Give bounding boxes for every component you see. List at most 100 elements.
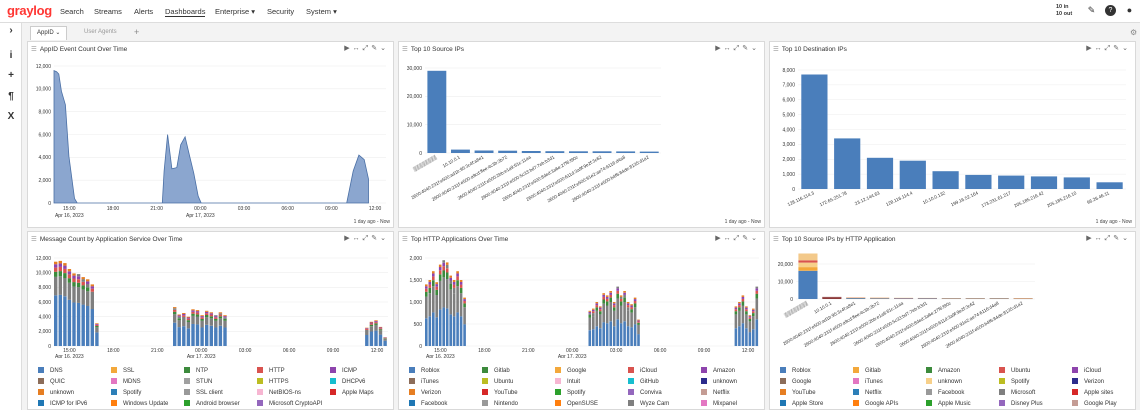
stacked-bar-segment[interactable] — [626, 310, 630, 327]
stacked-bar-segment[interactable] — [745, 311, 748, 315]
stacked-bar-segment[interactable] — [442, 277, 445, 308]
stacked-bar-segment[interactable] — [58, 271, 62, 277]
stacked-bar-segment[interactable] — [200, 315, 204, 317]
stacked-bar-segment[interactable] — [605, 301, 609, 306]
stacked-bar-segment[interactable] — [602, 322, 605, 346]
stacked-bar-segment[interactable] — [755, 293, 759, 299]
stacked-bar-segment[interactable] — [592, 313, 595, 317]
stacked-bar-segment[interactable] — [445, 262, 449, 265]
stacked-bar-segment[interactable] — [588, 313, 592, 316]
bar[interactable] — [474, 150, 494, 154]
stacked-bar-segment[interactable] — [209, 314, 213, 317]
legend-item[interactable]: SSL client — [184, 389, 223, 396]
stacked-bar-segment[interactable] — [182, 315, 186, 317]
stacked-bar-segment[interactable] — [894, 298, 914, 299]
stacked-bar-segment[interactable] — [186, 317, 191, 319]
stacked-bar-segment[interactable] — [463, 303, 466, 308]
stacked-bar-segment[interactable] — [456, 271, 459, 274]
stacked-bar-segment[interactable] — [623, 291, 626, 293]
expand-width-icon[interactable]: ↔ — [1094, 45, 1105, 52]
stacked-bar-segment[interactable] — [741, 305, 745, 324]
stacked-bar-segment[interactable] — [595, 326, 599, 346]
stacked-bar-segment[interactable] — [378, 330, 383, 335]
stacked-bar-segment[interactable] — [623, 294, 626, 298]
edit-icon[interactable]: ✎ — [1113, 45, 1123, 52]
stacked-bar-segment[interactable] — [637, 324, 640, 335]
stacked-bar-segment[interactable] — [612, 303, 616, 306]
drag-handle-icon[interactable]: ☰ — [402, 236, 408, 243]
stacked-bar-segment[interactable] — [752, 316, 755, 330]
stacked-bar-segment[interactable] — [438, 270, 442, 275]
stacked-bar-segment[interactable] — [369, 322, 374, 324]
stacked-bar-segment[interactable] — [459, 284, 463, 288]
stacked-bar-segment[interactable] — [630, 309, 633, 313]
stacked-bar-segment[interactable] — [432, 273, 435, 277]
stacked-bar-segment[interactable] — [54, 295, 58, 346]
stacked-bar-segment[interactable] — [365, 327, 369, 329]
stacked-bar-segment[interactable] — [633, 297, 637, 300]
expand-width-icon[interactable]: ↔ — [1094, 235, 1105, 242]
expand-width-icon[interactable]: ↔ — [352, 45, 363, 52]
legend-item[interactable]: Ubuntu — [999, 367, 1030, 374]
stacked-bar-segment[interactable] — [223, 327, 227, 346]
stacked-bar-segment[interactable] — [428, 287, 432, 294]
stacked-bar-segment[interactable] — [442, 270, 445, 278]
stacked-bar-segment[interactable] — [609, 291, 612, 293]
stacked-bar-segment[interactable] — [623, 302, 626, 322]
drag-handle-icon[interactable]: ☰ — [402, 46, 408, 53]
stacked-bar-segment[interactable] — [177, 314, 181, 316]
stacked-bar-segment[interactable] — [86, 281, 90, 284]
stacked-bar-segment[interactable] — [745, 306, 748, 308]
stacked-bar-segment[interactable] — [218, 312, 223, 314]
stacked-bar-segment[interactable] — [445, 308, 449, 347]
legend-item[interactable]: Conviva — [628, 389, 662, 396]
legend-item[interactable]: Spotify — [111, 389, 141, 396]
stacked-bar-segment[interactable] — [63, 273, 67, 279]
tab-user-agents[interactable]: User Agents — [78, 26, 123, 40]
expand-chevron-icon[interactable]: › — [9, 25, 13, 36]
stacked-bar-segment[interactable] — [432, 286, 435, 313]
stacked-bar-segment[interactable] — [633, 307, 637, 325]
stacked-bar-segment[interactable] — [630, 327, 633, 347]
stacked-bar-segment[interactable] — [67, 269, 72, 272]
nav-enterprise[interactable]: Enterprise ▾ — [215, 7, 256, 16]
stacked-bar-segment[interactable] — [456, 312, 459, 346]
stacked-bar-segment[interactable] — [374, 321, 378, 323]
stacked-bar-segment[interactable] — [588, 310, 592, 312]
stacked-bar-segment[interactable] — [798, 262, 818, 268]
stacked-bar-segment[interactable] — [214, 317, 218, 319]
stacked-bar-segment[interactable] — [748, 332, 752, 346]
stacked-bar-segment[interactable] — [214, 318, 218, 321]
stacked-bar-segment[interactable] — [177, 327, 181, 347]
legend-item[interactable]: Mixpanel — [701, 400, 737, 407]
stacked-bar-segment[interactable] — [200, 327, 204, 346]
stacked-bar-segment[interactable] — [592, 311, 595, 314]
parameters-icon[interactable]: X — [7, 111, 15, 122]
stacked-bar-segment[interactable] — [76, 276, 81, 280]
stacked-bar-segment[interactable] — [459, 287, 463, 294]
stacked-bar-segment[interactable] — [67, 278, 72, 283]
stacked-bar-segment[interactable] — [752, 311, 755, 314]
stacked-bar-segment[interactable] — [223, 320, 227, 328]
stacked-bar-segment[interactable] — [619, 301, 623, 306]
legend-item[interactable]: Facebook — [409, 400, 447, 407]
legend-item[interactable]: iCloud — [1072, 367, 1101, 374]
stacked-bar-segment[interactable] — [748, 315, 752, 317]
stacked-bar-segment[interactable] — [463, 299, 466, 302]
stacked-bar-segment[interactable] — [599, 307, 602, 310]
stacked-bar-segment[interactable] — [623, 297, 626, 302]
stacked-bar-segment[interactable] — [602, 296, 605, 300]
stacked-bar-segment[interactable] — [741, 301, 745, 306]
area-series[interactable] — [53, 69, 369, 204]
stacked-bar-segment[interactable] — [612, 310, 616, 327]
edit-icon[interactable]: ✎ — [1113, 235, 1123, 242]
stacked-bar-segment[interactable] — [383, 340, 387, 346]
stacked-bar-segment[interactable] — [374, 322, 378, 324]
edit-icon[interactable]: ✎ — [742, 235, 752, 242]
legend-item[interactable]: Gitlab — [482, 367, 510, 374]
stacked-bar-segment[interactable] — [173, 314, 177, 323]
stacked-bar-segment[interactable] — [623, 321, 626, 347]
legend-item[interactable]: iTunes — [853, 378, 883, 385]
legend-item[interactable]: Netflix — [853, 389, 882, 396]
stacked-bar-segment[interactable] — [798, 267, 818, 271]
